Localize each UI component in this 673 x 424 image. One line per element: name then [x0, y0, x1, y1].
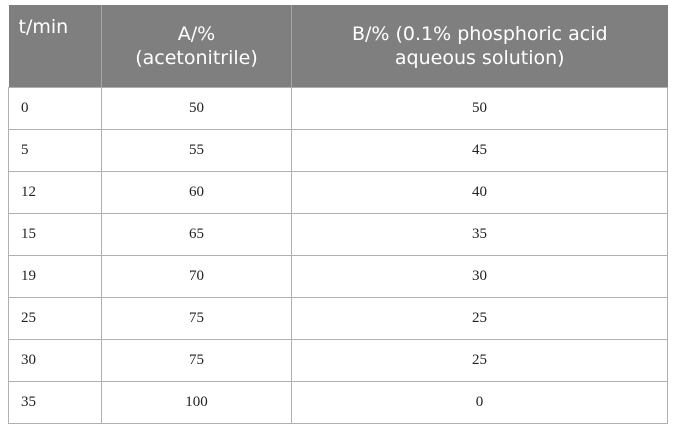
table-row: 15 65 35: [8, 213, 668, 256]
header-cell: A/% (acetonitrile): [101, 5, 292, 88]
header-text: B/% (0.1% phosphoric acid: [351, 23, 608, 45]
table-row: 12 60 40: [8, 171, 668, 214]
table-cell: 30: [291, 255, 668, 298]
table-cell: 25: [291, 297, 668, 340]
table-row: 0 50 50: [8, 87, 668, 130]
table-cell: 35: [291, 213, 668, 256]
table-cell: 75: [101, 339, 292, 382]
table-cell: 65: [101, 213, 292, 256]
table-cell: 12: [8, 171, 102, 214]
table-cell: 40: [291, 171, 668, 214]
table-cell: 5: [8, 129, 102, 172]
table-cell: 0: [8, 87, 102, 130]
table-cell: 60: [101, 171, 292, 214]
header-text: t/min: [18, 16, 69, 38]
table-cell: 30: [8, 339, 102, 382]
header-text: aqueous solution): [394, 47, 565, 69]
header-text: (acetonitrile): [135, 47, 258, 69]
table-cell: 35: [8, 381, 102, 424]
table-row: 19 70 30: [8, 255, 668, 298]
table-cell: 0: [291, 381, 668, 424]
table-cell: 50: [101, 87, 292, 130]
table-cell: 45: [291, 129, 668, 172]
table-row: 5 55 45: [8, 129, 668, 172]
table-cell: 25: [291, 339, 668, 382]
table-cell: 70: [101, 255, 292, 298]
table-cell: 19: [8, 255, 102, 298]
table-row: 25 75 25: [8, 297, 668, 340]
table-body: 0 50 50 5 55 45 12 60 40 15 65 35 19 70 30 25 75 25 30 75 25…: [8, 87, 668, 424]
table-row: 30 75 25: [8, 339, 668, 382]
header-cell: t/min: [8, 5, 102, 88]
header-row: t/min A/% (acetonitrile) B/% (0.1% phosphor…: [8, 5, 668, 88]
data-table: t/min A/% (acetonitrile) B/% (0.1% phosphor…: [8, 5, 668, 424]
table-cell: 25: [8, 297, 102, 340]
table-cell: 55: [101, 129, 292, 172]
table-row: 35 100 0: [8, 381, 668, 424]
header-text: A/%: [177, 23, 216, 45]
header-cell: B/% (0.1% phosphoric acid aqueous solutio…: [291, 5, 668, 88]
table-header: t/min A/% (acetonitrile) B/% (0.1% phosphor…: [8, 5, 668, 88]
table-cell: 15: [8, 213, 102, 256]
table-cell: 75: [101, 297, 292, 340]
table-cell: 50: [291, 87, 668, 130]
table-cell: 100: [101, 381, 292, 424]
